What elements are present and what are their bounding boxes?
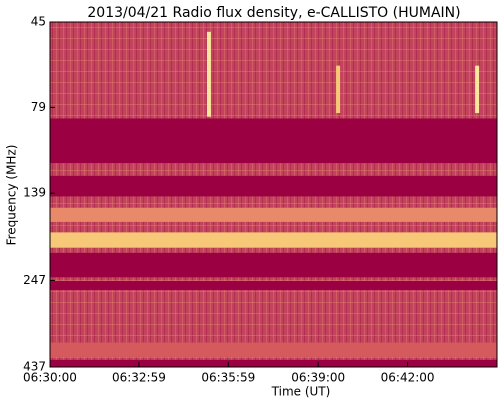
band	[50, 175, 497, 197]
plot-frame	[49, 21, 498, 368]
band	[50, 118, 497, 164]
band	[50, 207, 497, 222]
burst	[475, 65, 480, 114]
y-axis-label: Frequency (MHz)	[5, 145, 19, 246]
x-tick-label: 06:35:59	[201, 371, 255, 385]
y-tick-label: 45	[31, 15, 46, 29]
x-tick-label: 06:39:00	[291, 371, 345, 385]
y-tick-label: 79	[31, 100, 46, 114]
burst	[206, 31, 211, 117]
y-tick-label: 247	[23, 273, 46, 287]
x-tick-label: 06:32:59	[112, 371, 166, 385]
band	[50, 342, 497, 357]
band	[50, 281, 497, 290]
x-tick-label: 06:30:00	[23, 371, 77, 385]
x-tick-label: 06:42:00	[381, 371, 435, 385]
band	[50, 232, 497, 248]
x-axis-label: Time (UT)	[271, 385, 331, 399]
chart-title: 2013/04/21 Radio flux density, e-CALLIST…	[87, 5, 460, 21]
y-tick-label: 139	[23, 186, 46, 200]
y-tick-label: 437	[23, 360, 46, 374]
band	[50, 252, 497, 278]
burst	[336, 65, 341, 114]
band	[50, 359, 497, 367]
